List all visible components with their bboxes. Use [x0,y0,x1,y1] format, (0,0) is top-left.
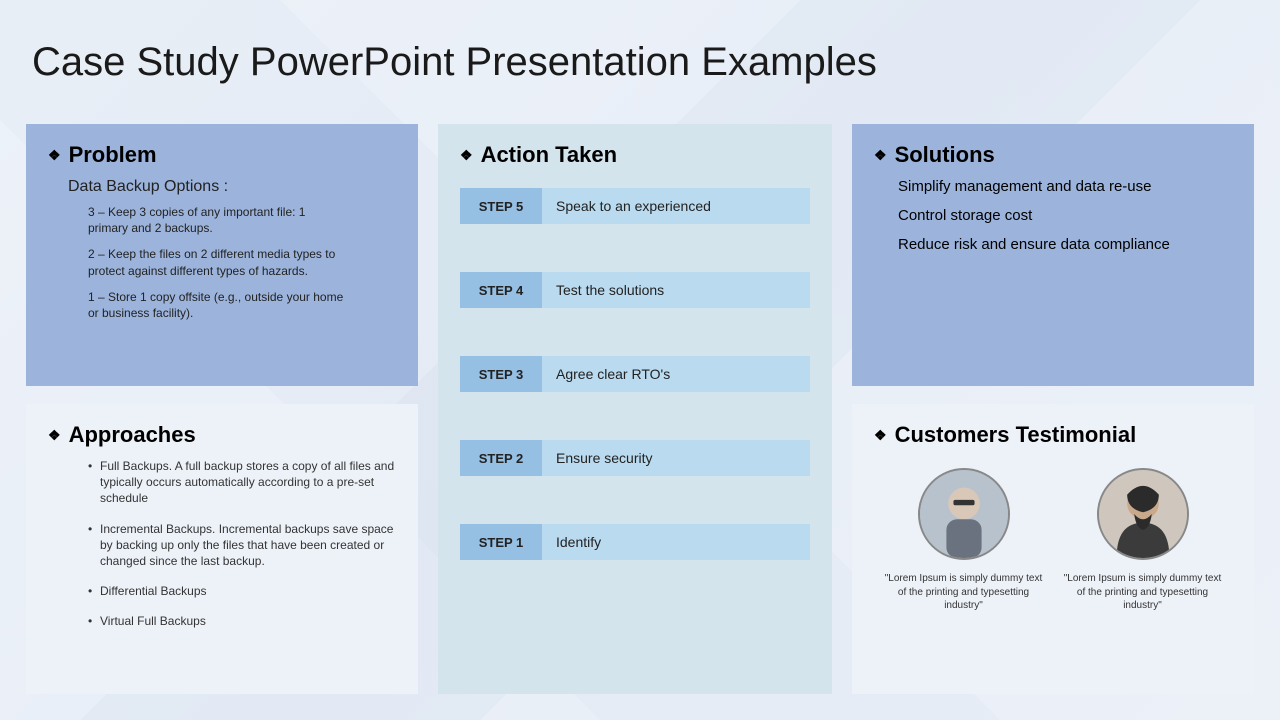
step-text: Agree clear RTO's [542,356,810,392]
step-text: Ensure security [542,440,810,476]
approaches-item: Differential Backups [88,583,396,599]
solutions-list: Simplify management and data re-use Cont… [898,178,1232,253]
problem-subtitle: Data Backup Options : [68,178,396,196]
approaches-item: Virtual Full Backups [88,613,396,629]
panel-action: ❖ Action Taken STEP 5 Speak to an experi… [438,124,832,694]
problem-heading-text: Problem [69,142,157,168]
action-steps: STEP 5 Speak to an experienced STEP 4 Te… [460,188,810,560]
avatar [1097,468,1189,560]
action-step: STEP 4 Test the solutions [460,272,810,308]
person-icon [920,470,1008,558]
panel-testimonial: ❖ Customers Testimonial "Lorem Ipsum is … [852,404,1254,694]
problem-items: 3 – Keep 3 copies of any important file:… [88,204,396,321]
diamond-icon: ❖ [48,428,61,442]
avatar [918,468,1010,560]
action-step: STEP 5 Speak to an experienced [460,188,810,224]
approaches-item: Full Backups. A full backup stores a cop… [88,458,396,507]
step-label: STEP 5 [460,188,542,224]
solutions-item: Control storage cost [898,207,1232,224]
action-step: STEP 1 Identify [460,524,810,560]
approaches-heading: ❖ Approaches [48,422,396,448]
step-text: Speak to an experienced [542,188,810,224]
problem-item: 2 – Keep the files on 2 different media … [88,246,348,278]
testimonial-quote: "Lorem Ipsum is simply dummy text of the… [879,572,1049,613]
solutions-item: Simplify management and data re-use [898,178,1232,195]
diamond-icon: ❖ [460,148,473,162]
step-label: STEP 1 [460,524,542,560]
step-text: Identify [542,524,810,560]
panel-solutions: ❖ Solutions Simplify management and data… [852,124,1254,386]
page-title: Case Study PowerPoint Presentation Examp… [32,40,877,85]
approaches-item: Incremental Backups. Incremental backups… [88,521,396,570]
solutions-heading-text: Solutions [895,142,995,168]
testimonial-person: "Lorem Ipsum is simply dummy text of the… [1058,468,1228,613]
step-label: STEP 4 [460,272,542,308]
action-heading-text: Action Taken [481,142,618,168]
testimonial-heading: ❖ Customers Testimonial [874,422,1232,448]
step-label: STEP 3 [460,356,542,392]
testimonial-quote: "Lorem Ipsum is simply dummy text of the… [1058,572,1228,613]
action-step: STEP 3 Agree clear RTO's [460,356,810,392]
step-text: Test the solutions [542,272,810,308]
approaches-list: Full Backups. A full backup stores a cop… [88,458,396,630]
diamond-icon: ❖ [48,148,61,162]
diamond-icon: ❖ [874,148,887,162]
step-label: STEP 2 [460,440,542,476]
solutions-heading: ❖ Solutions [874,142,1232,168]
diamond-icon: ❖ [874,428,887,442]
problem-heading: ❖ Problem [48,142,396,168]
panel-approaches: ❖ Approaches Full Backups. A full backup… [26,404,418,694]
person-icon [1099,470,1187,558]
testimonial-heading-text: Customers Testimonial [895,422,1137,448]
problem-item: 1 – Store 1 copy offsite (e.g., outside … [88,289,348,321]
action-heading: ❖ Action Taken [460,142,810,168]
testimonial-people: "Lorem Ipsum is simply dummy text of the… [874,468,1232,613]
action-step: STEP 2 Ensure security [460,440,810,476]
solutions-item: Reduce risk and ensure data compliance [898,236,1232,253]
panel-problem: ❖ Problem Data Backup Options : 3 – Keep… [26,124,418,386]
testimonial-person: "Lorem Ipsum is simply dummy text of the… [879,468,1049,613]
problem-item: 3 – Keep 3 copies of any important file:… [88,204,348,236]
approaches-heading-text: Approaches [69,422,196,448]
